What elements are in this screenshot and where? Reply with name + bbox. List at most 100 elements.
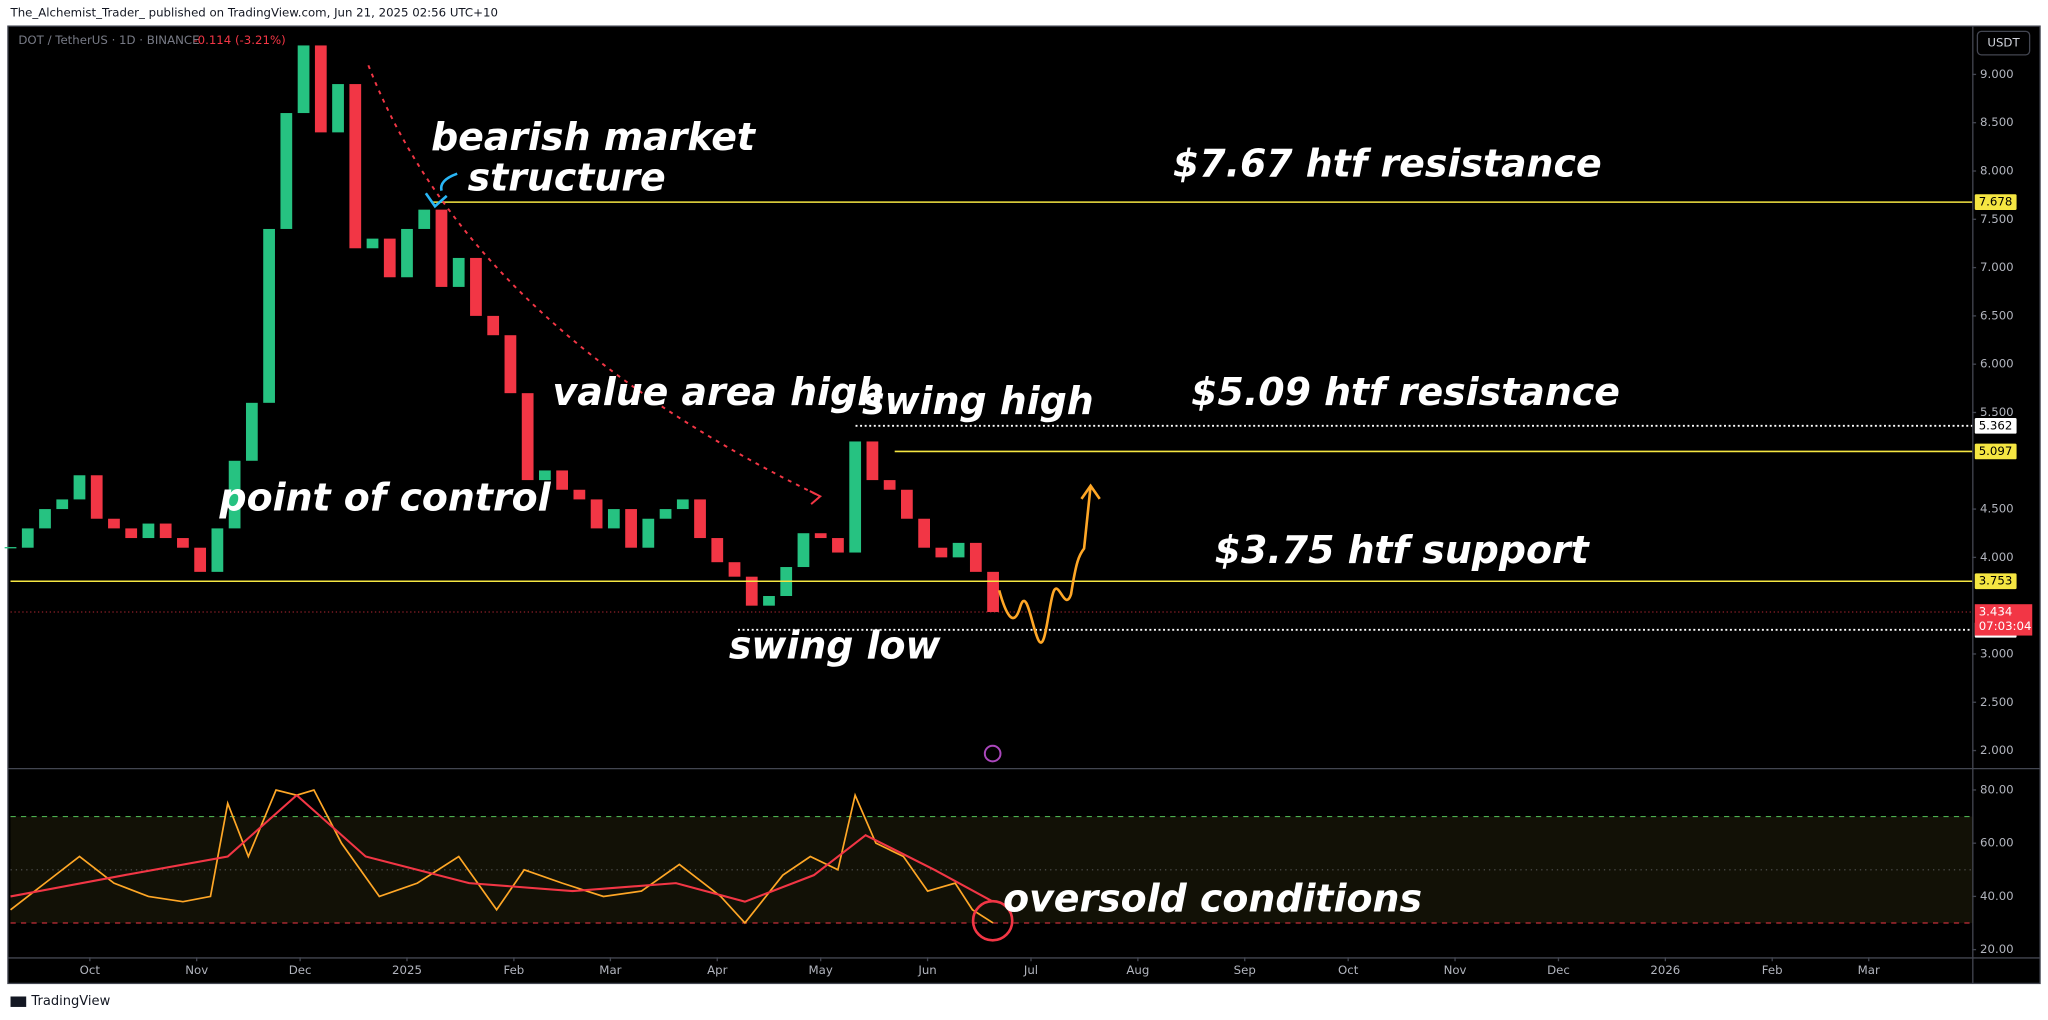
candle — [539, 470, 551, 481]
candle — [56, 499, 69, 510]
level-tag — [1974, 194, 2017, 210]
annotation: swing high — [862, 379, 1094, 423]
x-tick-label: May — [809, 963, 833, 977]
annotation: $5.09 htf resistance — [1191, 370, 1620, 414]
y-tick-label: 8.000 — [1980, 164, 2014, 178]
candle — [366, 238, 379, 249]
projection-arrowhead — [1080, 483, 1101, 500]
y-tick-label: 40.00 — [1980, 889, 2014, 903]
candle — [987, 571, 999, 613]
currency-button[interactable] — [1976, 30, 2031, 56]
y-tick-label: 3.000 — [1980, 646, 2014, 660]
candle — [245, 402, 258, 461]
candle — [349, 84, 362, 249]
candle — [883, 480, 896, 490]
y-tick-label: 7.500 — [1980, 212, 2014, 226]
rsi-pane — [10, 770, 1973, 957]
x-tick-label: 2026 — [1650, 963, 1680, 977]
candle — [901, 489, 913, 519]
candle — [21, 528, 34, 548]
rsi-line — [10, 788, 994, 925]
footer-brand: TradingView — [30, 994, 110, 1009]
candle — [263, 228, 275, 403]
annotation: bearish market — [431, 115, 757, 159]
candle — [969, 542, 982, 572]
publish-header: The_Alchemist_Trader_ published on Tradi… — [10, 6, 498, 20]
candle — [728, 562, 741, 577]
candle — [745, 576, 758, 606]
x-tick-label: Sep — [1234, 963, 1256, 977]
x-tick-label: Jul — [1023, 963, 1038, 977]
y-tick-label: 5.500 — [1980, 405, 2014, 419]
annotation: $7.67 htf resistance — [1173, 141, 1602, 185]
candle — [401, 228, 413, 278]
x-tick-label: Oct — [80, 963, 101, 977]
candle — [918, 518, 930, 548]
x-tick-label: Apr — [707, 963, 727, 977]
y-tick-label: 20.00 — [1980, 942, 2014, 956]
annotation: structure — [468, 156, 666, 200]
symbol-legend: DOT / TetherUS · 1D · BINANCE — [18, 33, 199, 47]
x-tick-label: Feb — [1762, 963, 1783, 977]
y-tick-label: 8.500 — [1980, 115, 2014, 129]
annotation: $3.75 htf support — [1215, 528, 1591, 572]
candle — [177, 538, 189, 548]
y-tick-label: 6.500 — [1980, 308, 2014, 322]
logo-mark — [10, 996, 27, 1007]
level-tag — [1974, 443, 2017, 460]
structure-arrow — [424, 172, 458, 209]
annotation: oversold conditions — [1003, 877, 1422, 921]
candle — [607, 509, 620, 529]
y-tick-label: 7.000 — [1980, 260, 2014, 274]
event-icon — [983, 744, 1002, 763]
last-price-tag — [1974, 604, 2033, 636]
candle — [659, 509, 672, 519]
x-tick-label: Mar — [1858, 963, 1880, 977]
candle — [676, 499, 689, 510]
candle — [73, 475, 86, 500]
candle — [159, 523, 172, 539]
candle — [556, 470, 569, 490]
oversold-circle — [971, 899, 1014, 942]
price-change: -0.114 (-3.21%) — [193, 33, 285, 47]
candle — [849, 441, 862, 553]
annotation: swing low — [729, 623, 942, 667]
x-tick-label: Mar — [599, 963, 621, 977]
candle — [866, 441, 879, 481]
rsi-line — [10, 793, 994, 903]
candle — [935, 547, 948, 558]
level-label: 3.753 — [1979, 574, 2013, 588]
y-tick-label: 4.500 — [1980, 502, 2014, 516]
y-tick-label: 9.000 — [1980, 67, 2014, 81]
candle — [470, 257, 482, 316]
candle — [314, 45, 327, 133]
candle — [763, 596, 775, 606]
candle — [590, 499, 603, 529]
candle — [142, 523, 155, 539]
currency-label[interactable]: USDT — [1987, 36, 2020, 50]
x-tick-label: Feb — [503, 963, 524, 977]
downtrend-arrowhead — [809, 490, 823, 505]
y-tick-label: 2.500 — [1980, 695, 2014, 709]
level-tag — [1974, 573, 2017, 590]
candle — [573, 489, 586, 500]
last-price-label: 3.434 — [1979, 605, 2013, 619]
level-label: 7.678 — [1979, 195, 2013, 209]
candle — [297, 45, 310, 114]
candle — [4, 547, 17, 549]
candle — [487, 315, 500, 336]
y-tick-label: 80.00 — [1980, 782, 2014, 796]
candle — [435, 209, 448, 287]
level-label: 5.362 — [1979, 418, 2013, 432]
x-tick-label: Dec — [1547, 963, 1570, 977]
x-tick-label: Nov — [1444, 963, 1467, 977]
candle — [418, 209, 431, 229]
x-tick-label: Nov — [185, 963, 208, 977]
projection-path — [997, 485, 1092, 644]
candle — [711, 538, 724, 563]
x-tick-label: Aug — [1126, 963, 1149, 977]
level-label: 5.097 — [1979, 444, 2013, 458]
